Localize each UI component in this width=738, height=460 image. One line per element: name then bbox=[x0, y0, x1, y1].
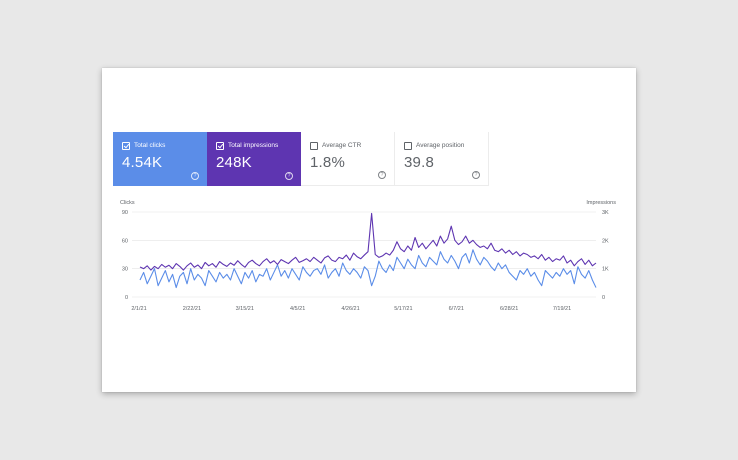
y-left-tick-label: 0 bbox=[125, 295, 128, 301]
metric-tabs: Total clicks 4.54K ? Total impressions 2… bbox=[113, 132, 493, 186]
metric-average-ctr[interactable]: Average CTR 1.8% ? bbox=[301, 132, 395, 186]
metric-value: 1.8% bbox=[310, 154, 345, 171]
help-icon[interactable]: ? bbox=[378, 171, 386, 179]
series-line-clicks bbox=[139, 249, 597, 289]
metric-label-row: Total impressions bbox=[216, 141, 301, 150]
y-left-tick-label: 90 bbox=[122, 210, 128, 216]
checkbox-unchecked-icon[interactable] bbox=[404, 141, 412, 150]
metric-value: 39.8 bbox=[404, 154, 434, 171]
metric-average-position[interactable]: Average position 39.8 ? bbox=[395, 132, 489, 186]
metric-total-clicks[interactable]: Total clicks 4.54K ? bbox=[113, 132, 207, 186]
metric-label-row: Average CTR bbox=[310, 141, 394, 150]
y-right-axis-title: Impressions bbox=[586, 200, 616, 206]
x-tick-label: 3/15/21 bbox=[236, 306, 254, 312]
checkbox-checked-icon[interactable] bbox=[122, 141, 130, 150]
metric-label: Total impressions bbox=[228, 142, 279, 149]
series-line-impressions bbox=[139, 212, 597, 271]
metric-value: 248K bbox=[216, 154, 252, 171]
x-tick-label: 2/22/21 bbox=[183, 306, 201, 312]
y-left-tick-label: 30 bbox=[122, 267, 128, 273]
performance-card: Total clicks 4.54K ? Total impressions 2… bbox=[102, 68, 636, 392]
checkbox-unchecked-icon[interactable] bbox=[310, 141, 318, 150]
y-left-axis-title: Clicks bbox=[120, 200, 135, 206]
help-icon[interactable]: ? bbox=[191, 172, 199, 180]
x-tick-label: 6/28/21 bbox=[500, 306, 518, 312]
x-tick-label: 4/5/21 bbox=[290, 306, 305, 312]
y-right-tick-label: 1K bbox=[602, 267, 609, 273]
checkbox-checked-icon[interactable] bbox=[216, 141, 224, 150]
y-right-tick-label: 2K bbox=[602, 238, 609, 244]
x-tick-label: 7/19/21 bbox=[553, 306, 571, 312]
x-tick-label: 5/17/21 bbox=[394, 306, 412, 312]
metric-label-row: Total clicks bbox=[122, 141, 207, 150]
x-tick-label: 6/7/21 bbox=[449, 306, 464, 312]
y-left-tick-label: 60 bbox=[122, 238, 128, 244]
metric-label: Average CTR bbox=[322, 142, 362, 149]
metric-label: Average position bbox=[416, 142, 465, 149]
y-right-tick-label: 3K bbox=[602, 210, 609, 216]
help-icon[interactable]: ? bbox=[472, 171, 480, 179]
metric-value: 4.54K bbox=[122, 154, 163, 171]
help-icon[interactable]: ? bbox=[285, 172, 293, 180]
metric-total-impressions[interactable]: Total impressions 248K ? bbox=[207, 132, 301, 186]
x-tick-label: 4/26/21 bbox=[341, 306, 359, 312]
metric-label: Total clicks bbox=[134, 142, 166, 149]
metric-label-row: Average position bbox=[404, 141, 488, 150]
x-tick-label: 2/1/21 bbox=[131, 306, 146, 312]
y-right-tick-label: 0 bbox=[602, 295, 605, 301]
